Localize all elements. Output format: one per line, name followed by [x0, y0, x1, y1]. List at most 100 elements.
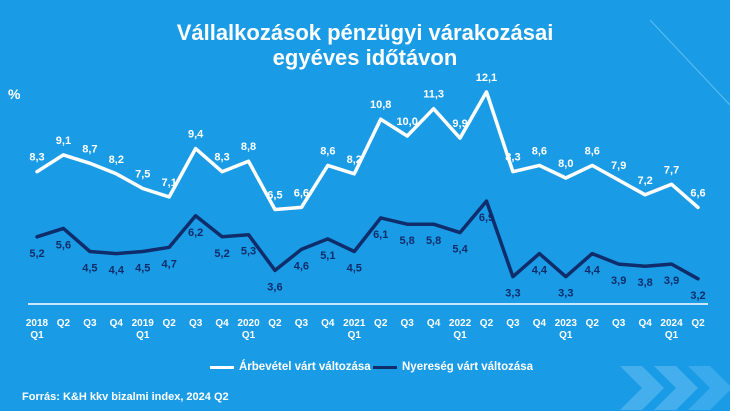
data-label-revenue: 8,0 — [558, 158, 573, 170]
data-label-profit: 5,8 — [426, 235, 441, 247]
x-tick-label: Q1 — [242, 330, 256, 341]
x-tick-label: Q1 — [453, 330, 467, 341]
x-tick-label: 2020 — [237, 318, 260, 329]
chevron-shape-2 — [654, 366, 698, 410]
data-label-profit: 3,3 — [505, 288, 520, 300]
data-label-profit: 5,2 — [214, 248, 229, 260]
data-label-profit: 5,2 — [29, 248, 44, 260]
legend: Árbevétel várt változása Nyereség várt v… — [0, 361, 730, 377]
x-tick-label: Q3 — [506, 318, 520, 329]
x-tick-label: Q2 — [586, 318, 600, 329]
x-tick-label: Q4 — [215, 318, 229, 329]
corner-line — [650, 19, 730, 106]
x-tick-label: Q2 — [480, 318, 494, 329]
data-label-revenue: 8,3 — [214, 152, 229, 164]
data-label-revenue: 8,8 — [241, 141, 256, 153]
data-label-profit: 4,5 — [135, 263, 150, 275]
x-tick-label: Q1 — [136, 330, 150, 341]
x-tick-label: 2018 — [26, 318, 49, 329]
data-label-revenue: 8,6 — [585, 145, 600, 157]
legend-swatch-profit — [373, 365, 397, 369]
data-label-revenue: 8,3 — [505, 152, 520, 164]
legend-label-revenue: Árbevétel várt változása — [239, 361, 371, 373]
x-tick-label: Q2 — [691, 318, 705, 329]
legend-item-profit: Nyereség várt változása — [373, 361, 533, 373]
data-label-revenue: 8,7 — [82, 143, 97, 155]
y-unit-label: % — [8, 86, 21, 102]
x-tick-label: Q4 — [638, 318, 652, 329]
data-label-revenue: 10,8 — [370, 99, 391, 111]
chart-title: Vállalkozások pénzügyi várakozásai egyév… — [0, 20, 730, 70]
data-label-revenue: 9,4 — [188, 129, 204, 141]
data-label-profit: 5,6 — [56, 239, 71, 251]
decorative-corner-line — [650, 19, 730, 106]
data-label-profit: 5,4 — [452, 244, 468, 256]
x-tick-label: 2019 — [132, 318, 155, 329]
data-label-profit: 6,2 — [188, 227, 203, 239]
x-tick-label: Q1 — [665, 330, 679, 341]
data-label-profit: 3,8 — [637, 277, 652, 289]
data-label-revenue: 7,5 — [135, 169, 150, 181]
data-label-revenue: 8,6 — [532, 145, 547, 157]
legend-item-revenue: Árbevétel várt változása — [210, 361, 371, 373]
data-label-revenue: 6,6 — [294, 187, 309, 199]
x-tick-label: 2022 — [449, 318, 472, 329]
data-label-revenue: 8,3 — [29, 152, 44, 164]
data-label-revenue: 9,1 — [56, 135, 71, 147]
data-label-profit: 3,6 — [267, 281, 282, 293]
data-label-profit: 4,4 — [585, 265, 601, 277]
x-tick-label: 2024 — [660, 318, 683, 329]
data-label-revenue: 9,9 — [452, 118, 467, 130]
data-label-revenue: 8,2 — [347, 154, 362, 166]
x-tick-label: 2021 — [343, 318, 366, 329]
data-label-revenue: 8,6 — [320, 145, 335, 157]
data-label-profit: 6,1 — [373, 229, 388, 241]
data-label-revenue: 6,5 — [267, 190, 282, 202]
x-tick-label: Q4 — [110, 318, 124, 329]
x-tick-label: Q4 — [533, 318, 547, 329]
data-label-profit: 3,3 — [558, 288, 573, 300]
x-tick-label: Q2 — [268, 318, 282, 329]
x-tick-label: Q3 — [295, 318, 309, 329]
series-line-revenue — [35, 90, 700, 212]
data-label-revenue: 7,7 — [664, 164, 679, 176]
data-label-profit: 5,8 — [400, 235, 415, 247]
x-tick-label: Q2 — [57, 318, 71, 329]
data-label-revenue: 10,0 — [396, 116, 417, 128]
data-label-revenue: 12,1 — [476, 72, 497, 84]
data-label-profit: 4,5 — [347, 263, 362, 275]
data-label-profit: 4,5 — [82, 263, 97, 275]
legend-swatch-revenue — [210, 365, 234, 369]
x-tick-label: Q1 — [559, 330, 573, 341]
x-tick-label: Q3 — [83, 318, 97, 329]
data-label-revenue: 11,3 — [423, 89, 444, 101]
source-note: Forrás: K&H kkv bizalmi index, 2024 Q2 — [22, 391, 229, 403]
x-tick-label: Q4 — [427, 318, 441, 329]
x-tick-label: Q2 — [374, 318, 388, 329]
data-label-profit: 3,9 — [611, 275, 626, 287]
data-label-profit: 4,4 — [532, 265, 548, 277]
title-line-2: egyéves időtávon — [272, 45, 458, 70]
decorative-chevrons — [620, 366, 730, 410]
data-label-profit: 6,9 — [479, 212, 494, 224]
series-line-profit — [35, 199, 700, 281]
data-label-profit: 5,3 — [241, 246, 256, 258]
data-label-profit: 4,7 — [162, 258, 177, 270]
chevron-shape-1 — [620, 366, 664, 410]
data-label-profit: 3,9 — [664, 275, 679, 287]
x-tick-label: Q3 — [400, 318, 414, 329]
data-label-revenue: 6,6 — [690, 187, 705, 199]
title-line-1: Vállalkozások pénzügyi várakozásai — [176, 20, 554, 45]
chevron-shape-3 — [688, 366, 730, 410]
x-tick-label: Q1 — [348, 330, 362, 341]
data-label-revenue: 7,2 — [637, 175, 652, 187]
data-label-profit: 4,4 — [109, 265, 125, 277]
x-tick-label: Q3 — [612, 318, 626, 329]
data-label-revenue: 8,2 — [109, 154, 124, 166]
data-label-profit: 4,6 — [294, 260, 309, 272]
x-tick-label: Q3 — [189, 318, 203, 329]
x-tick-label: Q1 — [30, 330, 44, 341]
x-tick-label: 2023 — [555, 318, 578, 329]
data-label-revenue: 7,9 — [611, 160, 626, 172]
